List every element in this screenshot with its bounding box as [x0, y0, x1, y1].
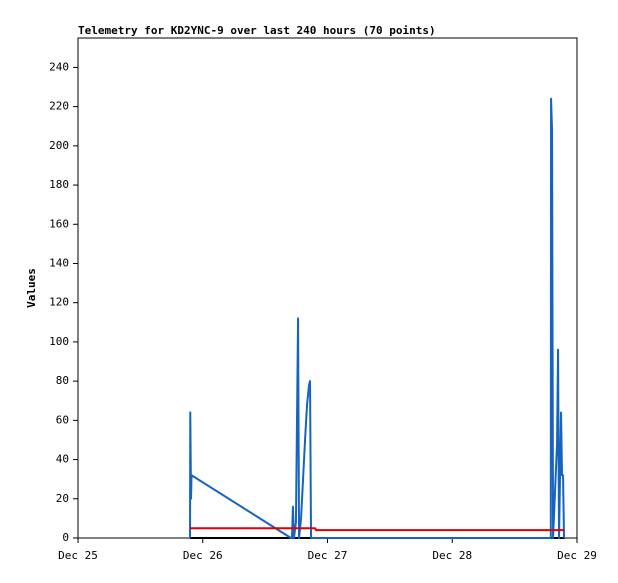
- x-tick-label: Dec 29: [557, 549, 597, 562]
- series-line: [189, 97, 566, 539]
- x-tick-label: Dec 26: [183, 549, 223, 562]
- x-tick-label: Dec 27: [308, 549, 348, 562]
- chart-title: Telemetry for KD2YNC-9 over last 240 hou…: [78, 24, 436, 37]
- x-tick-label: Dec 28: [432, 549, 472, 562]
- y-tick-label: 0: [62, 531, 69, 544]
- y-tick-label: 140: [49, 256, 69, 269]
- y-tick-label: 240: [49, 60, 69, 73]
- y-tick-label: 220: [49, 100, 69, 113]
- y-axis-label: Values: [25, 268, 38, 308]
- y-tick-label: 180: [49, 178, 69, 191]
- y-tick-label: 40: [56, 453, 69, 466]
- y-tick-label: 100: [49, 335, 69, 348]
- y-tick-label: 80: [56, 374, 69, 387]
- x-tick-label: Dec 25: [58, 549, 98, 562]
- y-tick-label: 200: [49, 139, 69, 152]
- y-tick-label: 120: [49, 296, 69, 309]
- series-line: [190, 527, 565, 532]
- y-tick-label: 160: [49, 217, 69, 230]
- y-tick-label: 20: [56, 492, 69, 505]
- y-tick-label: 60: [56, 413, 69, 426]
